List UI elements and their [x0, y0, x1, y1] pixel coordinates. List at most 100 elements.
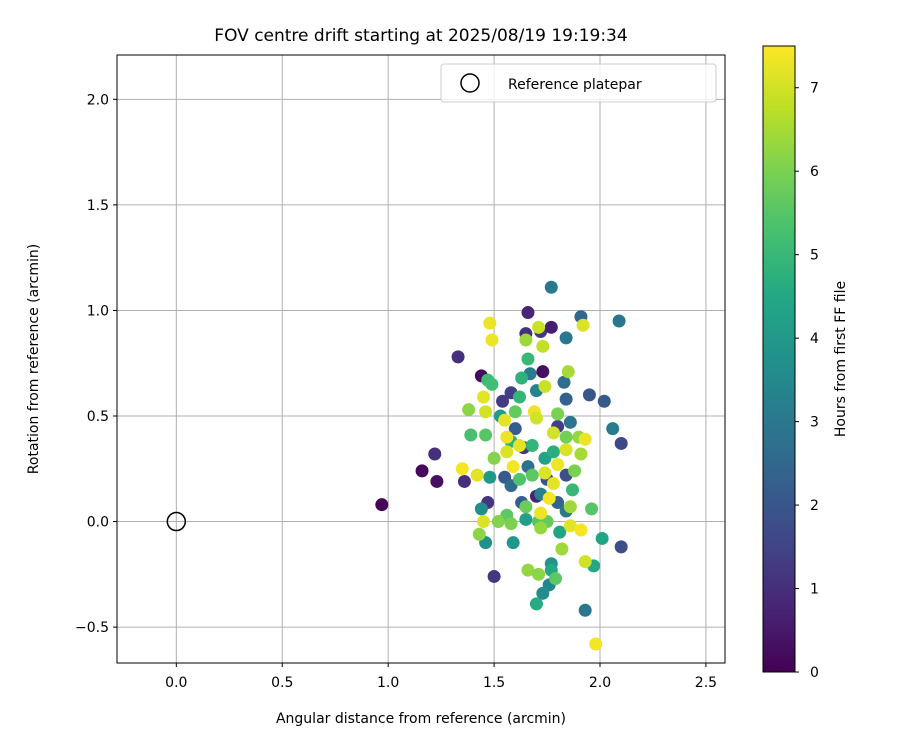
y-tick-label: 0.0 [87, 515, 109, 531]
data-point [589, 637, 603, 651]
data-point [521, 306, 535, 320]
data-point [536, 339, 550, 353]
data-point [536, 365, 550, 379]
colorbar-tick-label: 5 [810, 248, 819, 264]
legend: Reference platepar [440, 63, 717, 103]
data-point [557, 375, 571, 389]
data-point [521, 352, 535, 366]
data-point [559, 392, 573, 406]
data-point [483, 470, 497, 484]
data-point [597, 394, 611, 408]
data-point [549, 572, 563, 586]
reference-marker [166, 511, 187, 532]
data-point [614, 436, 628, 450]
data-point [472, 527, 486, 541]
data-point [474, 502, 488, 516]
data-point [500, 430, 514, 444]
data-point [534, 506, 548, 520]
x-tick-label: 0.5 [271, 675, 293, 691]
data-point [538, 466, 552, 480]
data-point [476, 390, 490, 404]
data-point [544, 280, 558, 294]
data-point [559, 331, 573, 345]
data-point [559, 430, 573, 444]
data-point [506, 460, 520, 474]
y-axis-label: Rotation from reference (arcmin) [26, 244, 42, 474]
data-point [555, 542, 569, 556]
data-point [578, 603, 592, 617]
data-point [462, 403, 476, 417]
data-point [529, 597, 543, 611]
data-point [612, 314, 626, 328]
data-point [513, 439, 527, 453]
data-point [519, 500, 533, 514]
y-tick-label: −0.5 [75, 620, 109, 636]
data-point [485, 333, 499, 347]
data-point [614, 540, 628, 554]
x-axis-label: Angular distance from reference (arcmin) [276, 711, 566, 727]
data-point [529, 411, 543, 425]
data-point [375, 498, 389, 512]
data-point [428, 447, 442, 461]
data-point [455, 462, 469, 476]
data-point [513, 390, 527, 404]
data-point [563, 500, 577, 514]
grid-lines [117, 55, 725, 663]
data-point [582, 388, 596, 402]
legend-label: Reference platepar [508, 77, 642, 93]
data-point [565, 483, 579, 497]
data-point [430, 474, 444, 488]
data-point [508, 422, 522, 436]
colorbar-tick-label: 3 [810, 415, 819, 431]
colorbar-tick-label: 4 [810, 331, 819, 347]
y-axis-ticks: −0.5 0.0 0.5 1.0 1.5 2.0 [75, 92, 117, 636]
colorbar: 0 1 2 3 4 5 6 7 Hours from first FF file [762, 45, 849, 681]
data-point [508, 405, 522, 419]
data-point [536, 586, 550, 600]
data-point [563, 519, 577, 533]
data-point [542, 491, 556, 505]
data-point [559, 443, 573, 457]
data-point [551, 458, 565, 472]
data-point [538, 379, 552, 393]
data-point [568, 464, 582, 478]
data-point [457, 474, 471, 488]
y-tick-label: 2.0 [87, 92, 109, 108]
data-point [491, 515, 505, 529]
colorbar-label: Hours from first FF file [833, 281, 849, 437]
data-point [506, 536, 520, 550]
data-point [576, 318, 590, 332]
data-point [525, 439, 539, 453]
data-point [546, 426, 560, 440]
data-point [496, 394, 510, 408]
data-point [551, 407, 565, 421]
data-point [606, 422, 620, 436]
data-point [519, 512, 533, 526]
data-point [544, 320, 558, 334]
data-point [479, 405, 493, 419]
data-point [595, 531, 609, 545]
data-point [534, 521, 548, 535]
data-point [553, 525, 567, 539]
colorbar-tick-label: 0 [810, 665, 819, 681]
data-point [464, 428, 478, 442]
data-point [563, 415, 577, 429]
data-points [375, 280, 628, 651]
data-point [585, 502, 599, 516]
colorbar-gradient [762, 45, 796, 673]
data-point [574, 523, 588, 537]
data-point [504, 517, 518, 531]
colorbar-tick-label: 7 [810, 81, 819, 97]
colorbar-ticks: 0 1 2 3 4 5 6 7 [795, 81, 819, 681]
legend-marker [460, 73, 480, 93]
data-point [513, 472, 527, 486]
data-point [578, 555, 592, 569]
x-tick-label: 1.5 [483, 675, 505, 691]
data-point [532, 320, 546, 334]
data-point [532, 567, 546, 581]
data-point [451, 350, 465, 364]
data-point [498, 413, 512, 427]
x-tick-label: 2.0 [589, 675, 611, 691]
data-point [415, 464, 429, 478]
